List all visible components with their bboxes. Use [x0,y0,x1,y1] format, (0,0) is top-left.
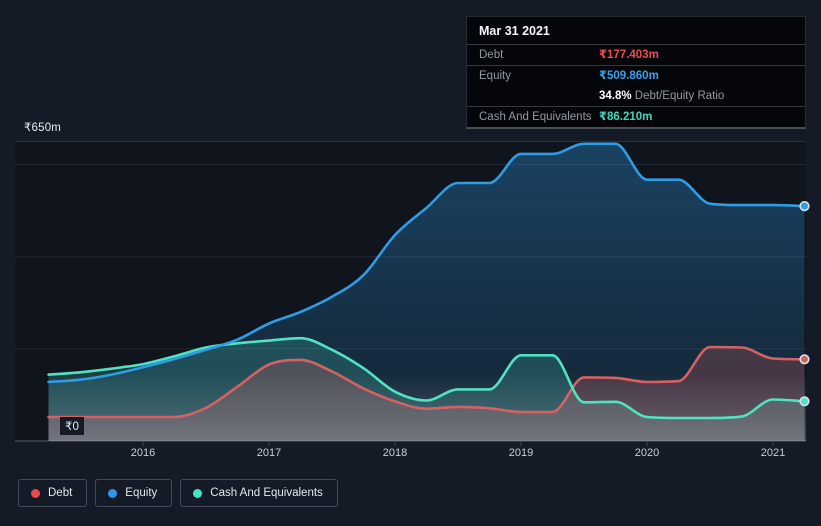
tooltip-row-ratio: 34.8% Debt/Equity Ratio [467,86,805,106]
legend-equity-label: Equity [125,487,158,499]
tooltip-cash-value: ₹86.210m [599,111,653,123]
legend: Debt Equity Cash And Equivalents [18,479,338,507]
debt-endpoint-marker[interactable] [799,354,810,365]
legend-item-cash[interactable]: Cash And Equivalents [180,479,338,507]
tooltip-ratio-text: 34.8% Debt/Equity Ratio [599,90,725,102]
equity-endpoint-marker[interactable] [799,201,810,212]
cash-and-equivalents-endpoint-marker[interactable] [799,396,810,407]
x-axis-label-2016: 2016 [130,447,156,459]
baseline-haze [48,372,806,441]
tooltip-debt-value: ₹177.403m [599,49,659,61]
equity-area [48,143,805,442]
equity-line [47,142,806,384]
tooltip-cash-label: Cash And Equivalents [479,111,592,123]
tooltip: Mar 31 2021 Debt ₹177.403m Equity ₹509.8… [466,16,806,129]
debt-line [47,345,806,419]
y-axis-max-label: ₹650m [24,122,62,134]
tooltip-date: Mar 31 2021 [467,17,805,45]
cash-line [47,336,806,420]
x-axis-label-2019: 2019 [508,447,534,459]
x-axis-label-2021: 2021 [760,447,786,459]
cash-dot-icon [193,488,203,498]
legend-debt-label: Debt [48,487,73,499]
tooltip-equity-value: ₹509.860m [599,70,659,82]
legend-cash-label: Cash And Equivalents [210,487,323,499]
y-axis-zero-label: ₹0 [60,417,85,435]
tooltip-equity-label: Equity [479,70,511,82]
tooltip-row-cash: Cash And Equivalents ₹86.210m [467,106,805,127]
tooltip-debt-label: Debt [479,49,504,61]
tooltip-row-equity: Equity ₹509.860m [467,65,805,86]
x-axis-label-2020: 2020 [634,447,660,459]
legend-item-debt[interactable]: Debt [18,479,88,507]
x-axis-label-2018: 2018 [382,447,408,459]
debt-dot-icon [31,488,40,498]
equity-dot-icon [108,488,118,498]
x-axis-label-2017: 2017 [256,447,282,459]
tooltip-row-debt: Debt ₹177.403m [467,45,805,65]
legend-item-equity[interactable]: Equity [95,479,173,507]
